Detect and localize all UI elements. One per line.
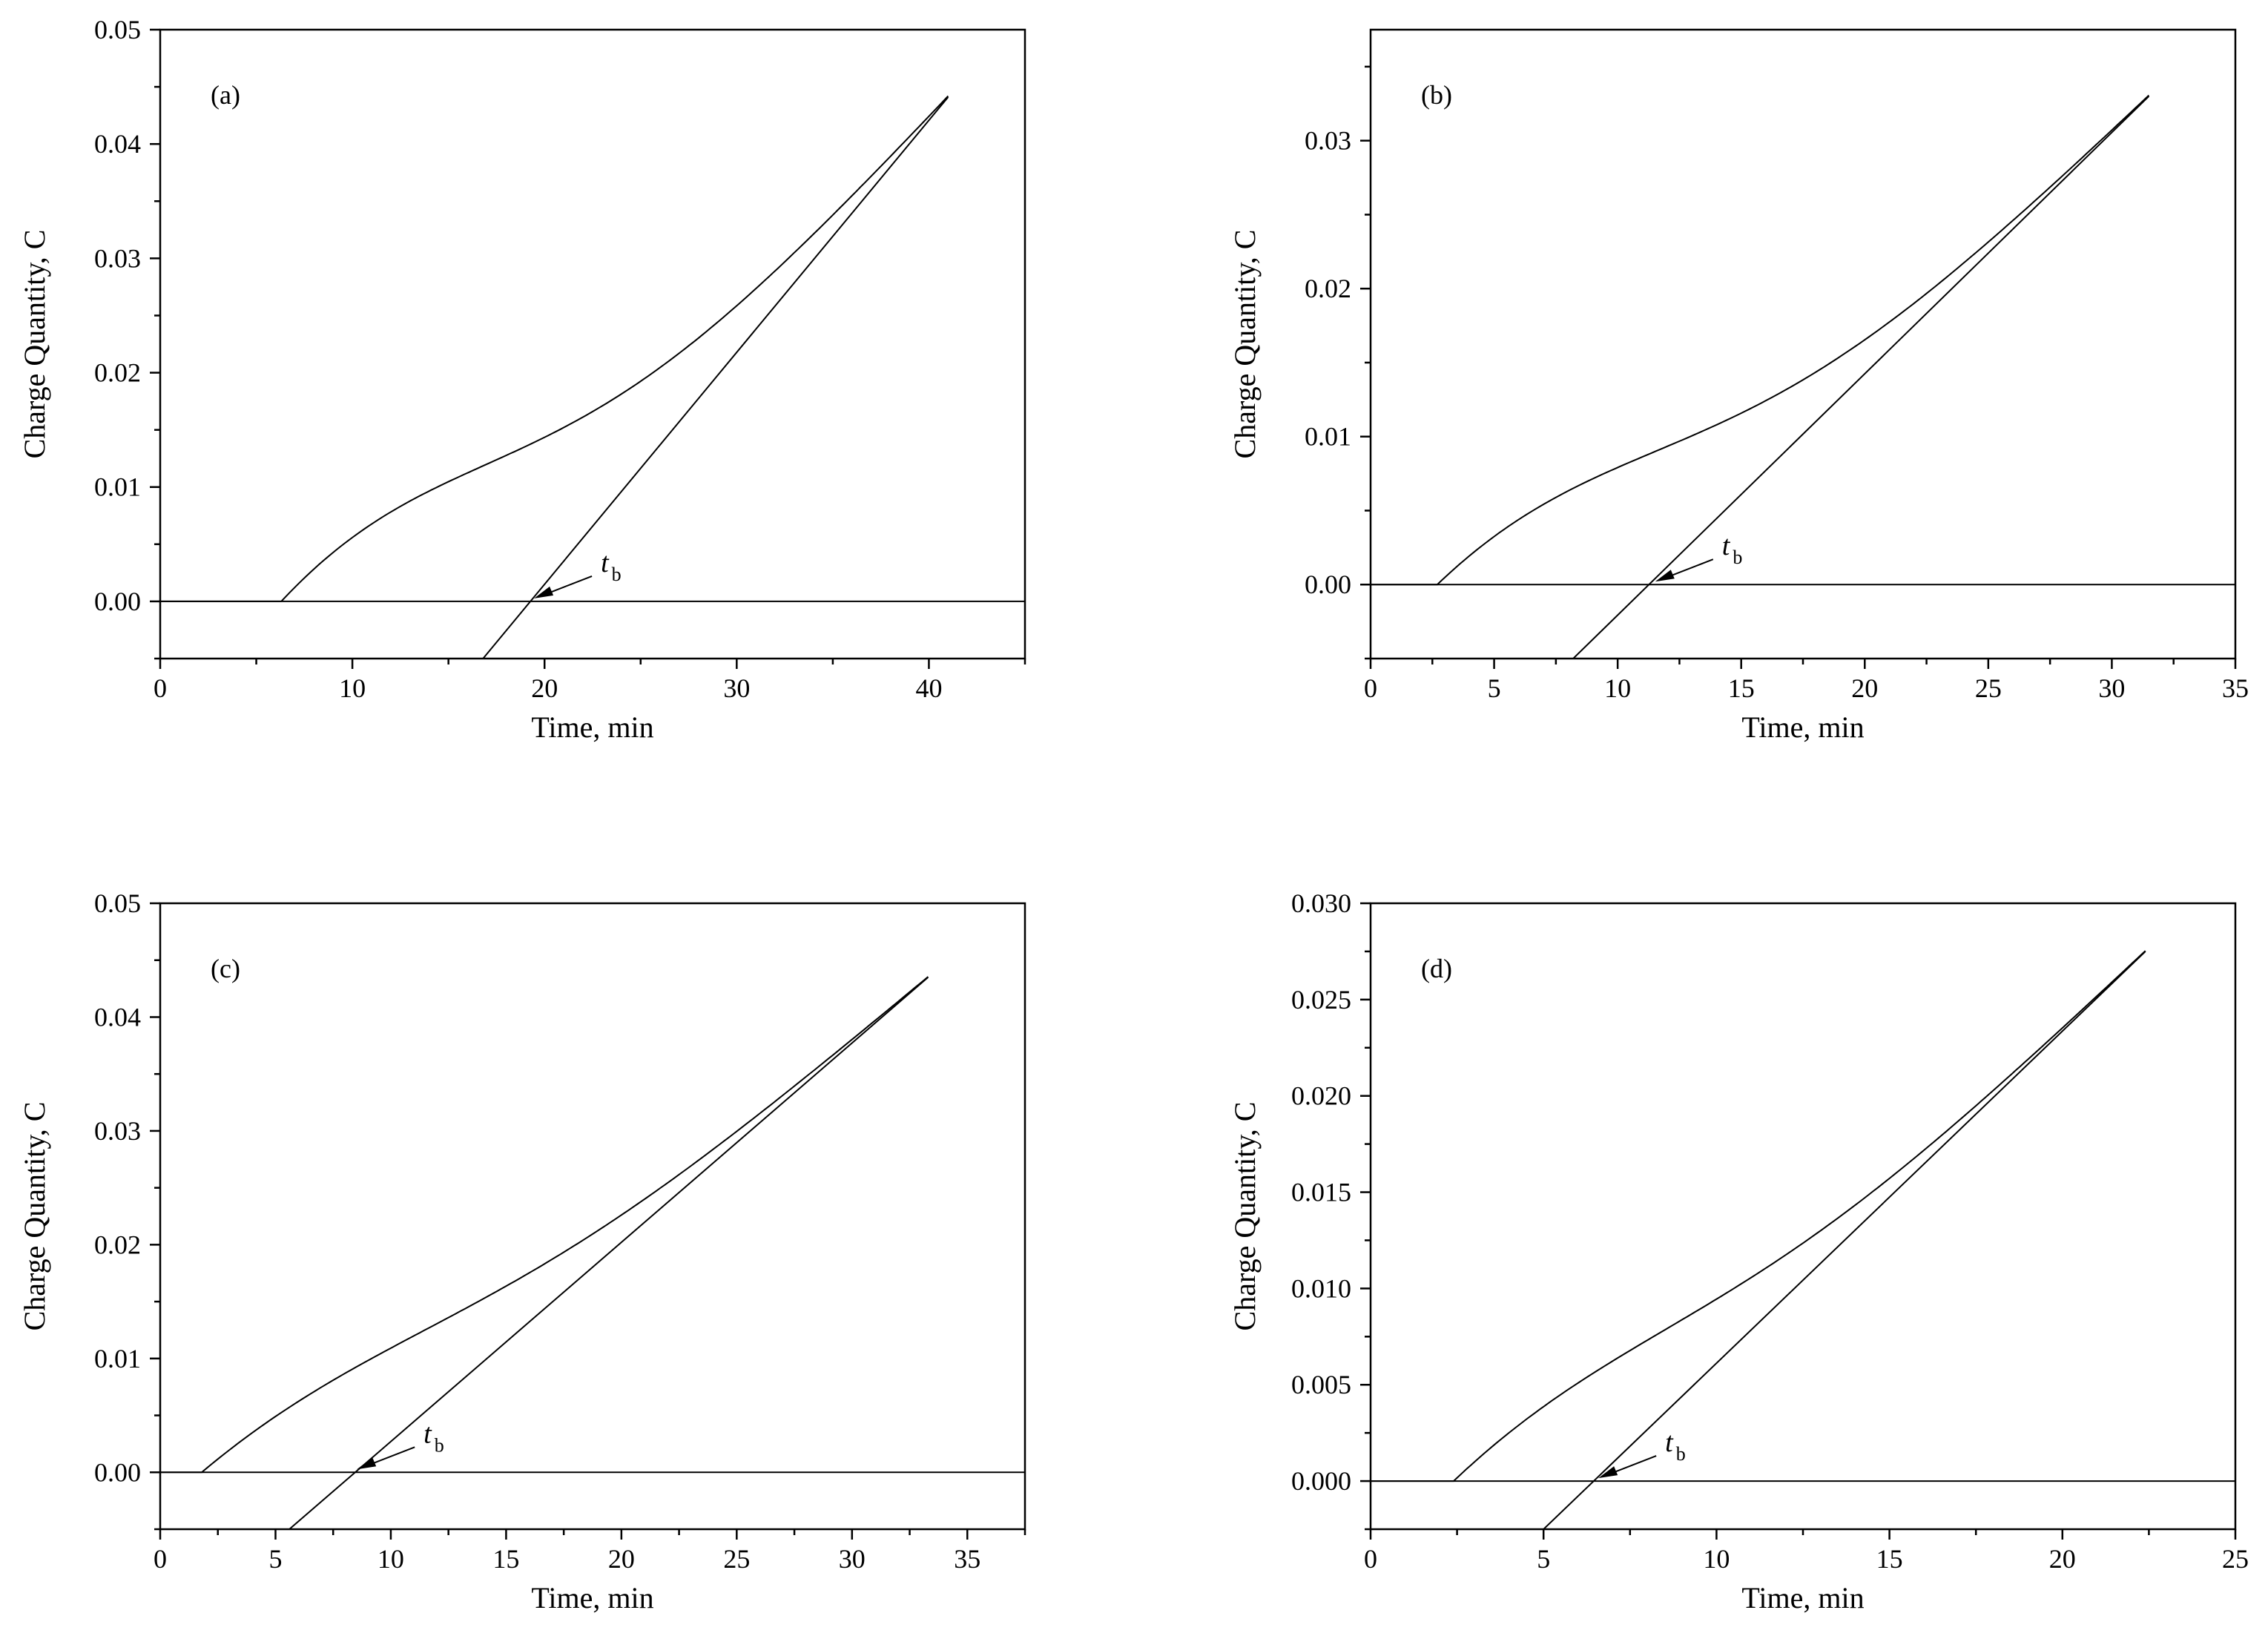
y-tick-label: 0.00 [1305,570,1351,599]
x-tick-label: 35 [2222,673,2249,703]
tangent-line [289,976,929,1529]
panel-label: (b) [1421,80,1452,110]
plot-frame [159,28,1026,660]
y-tick-label: 0.005 [1291,1370,1351,1399]
y-tick-label: 0.05 [94,15,141,44]
charge-curve [1371,950,2146,1482]
charge-curve [160,976,929,1474]
y-tick-label: 0.01 [1305,422,1351,452]
x-tick-label: 15 [1876,1544,1903,1574]
x-tick-label: 10 [1703,1544,1730,1574]
x-tick-label: 5 [1488,673,1501,703]
x-tick-label: 0 [1364,673,1377,703]
x-tick-label: 25 [723,1544,750,1574]
y-tick-label: 0.03 [94,1116,141,1146]
y-tick-label: 0.04 [94,1002,141,1032]
panel-label: (c) [211,954,240,983]
y-tick-label: 0.00 [94,1457,141,1487]
x-axis-label: Time, min [1741,710,1864,744]
x-tick-label: 35 [954,1544,980,1574]
x-tick-label: 10 [339,673,366,703]
tangent-line [482,96,949,659]
y-tick-label: 0.04 [94,129,141,159]
y-tick-label: 0.000 [1291,1466,1351,1496]
tangent-line [1543,951,2146,1529]
y-tick-label: 0.025 [1291,985,1351,1015]
y-tick-label: 0.020 [1291,1081,1351,1111]
y-axis-label: Charge Quantity, C [1228,1102,1262,1331]
x-tick-label: 0 [1364,1544,1377,1574]
y-axis-label: Charge Quantity, C [18,1102,51,1331]
tb-arrow-head [1655,570,1675,582]
x-tick-label: 20 [2049,1544,2076,1574]
x-tick-label: 25 [1975,673,2002,703]
x-tick-label: 20 [608,1544,635,1574]
x-tick-label: 20 [531,673,558,703]
y-tick-label: 0.02 [1305,274,1351,303]
tb-arrow-head [1598,1466,1618,1479]
y-tick-label: 0.030 [1291,888,1351,918]
plot-frame [1369,902,2237,1531]
tangent-line [1572,96,2150,659]
plot-frame [1369,28,2237,660]
x-axis-label: Time, min [531,710,653,744]
x-tick-label: 20 [1851,673,1878,703]
y-tick-label: 0.05 [94,888,141,918]
y-tick-label: 0.01 [94,1344,141,1373]
x-tick-label: 25 [2222,1544,2249,1574]
x-tick-label: 30 [723,673,750,703]
x-tick-label: 15 [492,1544,519,1574]
y-tick-label: 0.015 [1291,1178,1351,1207]
x-tick-label: 30 [2098,673,2125,703]
plot-frame [159,902,1026,1531]
charge-curve [160,95,949,602]
x-tick-label: 0 [154,1544,167,1574]
y-tick-label: 0.00 [94,587,141,616]
x-tick-label: 10 [1604,673,1631,703]
y-tick-label: 0.02 [94,358,141,388]
tb-arrow-head [534,586,554,598]
x-axis-label: Time, min [531,1581,653,1614]
tb-arrow-head [357,1457,377,1470]
x-tick-label: 0 [154,673,167,703]
chart-panel-d: 0 5 10 15 20 25 0.000 0.005 0.010 0.015 0.020 0.025… [1228,888,2249,1614]
x-tick-label: 40 [915,673,942,703]
chart-panel-b: 0 5 10 15 20 25 30 35 0.00 0.01 0.02 0.03 Time, min C… [1228,28,2249,744]
y-tick-label: 0.03 [94,243,141,273]
x-tick-label: 30 [839,1544,866,1574]
panel-label: (d) [1421,954,1452,983]
chart-panel-c: 0 5 10 15 20 25 30 35 0.00 0.01 0.02 0.03 0.04 0.05 Ti… [18,888,1026,1614]
charge-curve [1371,94,2150,586]
y-tick-label: 0.02 [94,1230,141,1259]
x-tick-label: 10 [378,1544,404,1574]
chart-panel-a: 0 10 20 30 40 0.00 0.01 0.02 0.03 0.04 0.05 Time, m… [18,15,1026,744]
x-axis-label: Time, min [1741,1581,1864,1614]
x-tick-label: 15 [1728,673,1755,703]
y-axis-label: Charge Quantity, C [18,230,51,459]
x-tick-label: 5 [1537,1544,1550,1574]
y-tick-label: 0.010 [1291,1273,1351,1303]
y-tick-label: 0.01 [94,472,141,502]
x-tick-label: 5 [268,1544,282,1574]
y-tick-label: 0.03 [1305,126,1351,156]
y-axis-label: Charge Quantity, C [1228,230,1262,459]
panel-label: (a) [211,80,240,110]
